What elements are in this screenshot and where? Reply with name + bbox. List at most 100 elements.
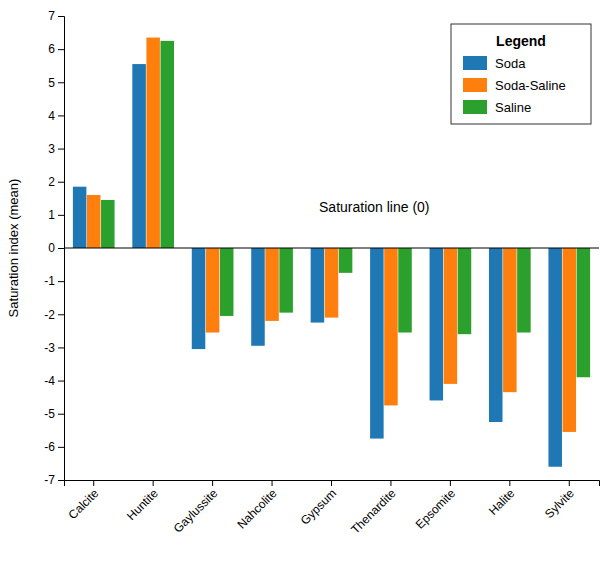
- tick-mark: [58, 16, 64, 17]
- tick-label: 3: [48, 142, 55, 156]
- y-axis: -7 -6 -5 -4 -3 -2 -1 0 1 2 3 4 5 6 7: [44, 9, 64, 487]
- bar: [548, 248, 562, 467]
- bar: [577, 248, 591, 377]
- tick-mark: [569, 480, 570, 486]
- zero-line: [64, 248, 599, 249]
- bar: [398, 248, 412, 333]
- legend-frame: [451, 24, 591, 124]
- bar: [444, 248, 458, 384]
- legend-label: Soda-Saline: [495, 78, 566, 93]
- y-axis-title: Saturation index (mean): [6, 179, 21, 318]
- tick-label: -6: [44, 440, 55, 454]
- tick-mark: [212, 480, 213, 486]
- tick-mark: [153, 480, 154, 486]
- bar: [132, 64, 146, 248]
- x-axis: Calcite Huntite Gaylussite Nahcolite GypsumT…: [65, 480, 600, 537]
- legend-label: Soda: [495, 56, 526, 71]
- tick-mark: [390, 480, 391, 486]
- axis-line: [65, 481, 600, 487]
- x-tick: Calcite: [66, 480, 102, 522]
- y-tick: -4: [44, 374, 64, 388]
- bar: [160, 41, 174, 248]
- bar: [339, 248, 353, 273]
- legend-label: Saline: [495, 100, 531, 115]
- x-tick: Epsomite: [413, 480, 459, 531]
- bar: [430, 248, 444, 400]
- x-tick: Gypsum: [298, 480, 339, 528]
- tick-label: Sylvite: [542, 486, 577, 521]
- tick-mark: [58, 215, 64, 216]
- tick-mark: [58, 281, 64, 282]
- y-tick: 1: [48, 208, 64, 222]
- tick-label: -2: [44, 308, 55, 322]
- tick-label: Calcite: [66, 486, 102, 522]
- y-tick: -3: [44, 341, 64, 355]
- bar: [325, 248, 339, 318]
- legend: LegendSodaSoda-SalineSaline: [451, 24, 591, 124]
- legend-item: Soda-Saline: [463, 78, 566, 93]
- tick-label: 5: [48, 76, 55, 90]
- y-tick: -5: [44, 407, 64, 421]
- bar: [146, 38, 160, 248]
- tick-mark: [272, 480, 273, 486]
- bar: [503, 248, 517, 392]
- x-tick: Sylvite: [542, 480, 577, 521]
- tick-label: 0: [48, 241, 55, 255]
- tick-mark: [58, 82, 64, 83]
- bar: [251, 248, 265, 346]
- legend-item: Saline: [463, 100, 531, 115]
- tick-label: 1: [48, 208, 55, 222]
- bar: [517, 248, 531, 333]
- tick-label: 2: [48, 175, 55, 189]
- tick-mark: [58, 381, 64, 382]
- plot: -7 -6 -5 -4 -3 -2 -1 0 1 2 3 4 5 6 7 Calcite Huntite Gayl…: [6, 9, 600, 536]
- tick-mark: [58, 248, 64, 249]
- annotation: Saturation line (0): [319, 199, 430, 215]
- bar: [206, 248, 220, 333]
- tick-label: Thenardite: [348, 486, 399, 537]
- bar: [220, 248, 234, 316]
- bar: [458, 248, 472, 334]
- tick-mark: [58, 149, 64, 150]
- x-tick: Huntite: [124, 480, 161, 523]
- tick-mark: [58, 414, 64, 415]
- tick-mark: [509, 480, 510, 486]
- bar: [101, 200, 115, 248]
- chart: -7 -6 -5 -4 -3 -2 -1 0 1 2 3 4 5 6 7 Calcite Huntite Gayl…: [0, 0, 615, 564]
- tick-label: -4: [44, 374, 55, 388]
- tick-mark: [450, 480, 451, 486]
- tick-label: -1: [44, 274, 55, 288]
- bar: [73, 187, 87, 248]
- tick-label: Epsomite: [413, 486, 459, 532]
- tick-mark: [93, 480, 94, 486]
- tick-label: 7: [48, 9, 55, 23]
- tick-mark: [58, 115, 64, 116]
- y-tick: 6: [48, 42, 64, 56]
- bar: [489, 248, 503, 422]
- tick-label: Nahcolite: [234, 486, 280, 532]
- y-tick: -6: [44, 440, 64, 454]
- bar: [279, 248, 293, 313]
- tick-label: Gypsum: [298, 486, 339, 527]
- x-tick: Gaylussite: [171, 480, 221, 536]
- x-tick: Halite: [486, 480, 518, 518]
- tick-mark: [331, 480, 332, 486]
- bar: [563, 248, 577, 432]
- tick-label: -7: [44, 473, 55, 487]
- y-tick: -1: [44, 274, 64, 288]
- tick-mark: [58, 480, 64, 481]
- bar: [370, 248, 384, 439]
- bar: [192, 248, 206, 349]
- tick-label: 4: [48, 109, 55, 123]
- tick-mark: [58, 314, 64, 315]
- tick-mark: [58, 347, 64, 348]
- tick-mark: [58, 182, 64, 183]
- y-tick: 7: [48, 9, 64, 23]
- legend-item: Soda: [463, 56, 526, 71]
- y-tick: 2: [48, 175, 64, 189]
- legend-swatch: [463, 78, 487, 92]
- axis-line: [58, 17, 65, 481]
- y-tick: 3: [48, 142, 64, 156]
- y-tick: 4: [48, 109, 64, 123]
- y-tick: -2: [44, 308, 64, 322]
